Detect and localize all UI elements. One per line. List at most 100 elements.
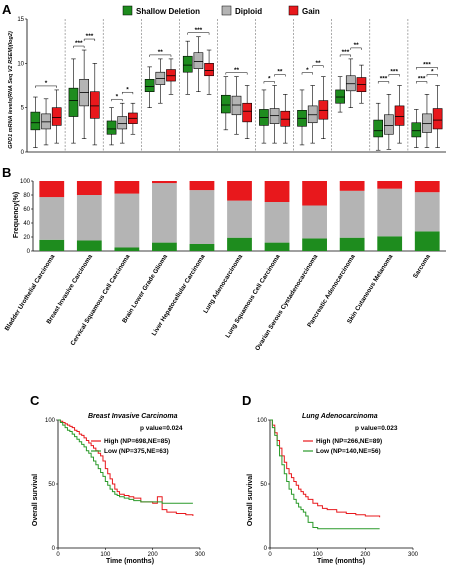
significance-label: ** (158, 49, 164, 56)
box-shallow-deletion (144, 66, 155, 108)
panel-b-y-tick-label: 20 (23, 235, 30, 241)
panel-a-boxes (30, 36, 443, 151)
box-body (204, 63, 214, 77)
legend: Shallow Deletion Diploid Gain (122, 5, 320, 16)
panel-a-y-tick-label: 5 (21, 106, 25, 112)
panel-c-y-tick-label: 50 (48, 482, 55, 488)
significance-bracket (426, 74, 438, 77)
box-body (373, 119, 384, 138)
box-diploid (384, 94, 394, 150)
significance-bracket (350, 47, 362, 50)
significance-label: ** (315, 60, 321, 67)
box-body (220, 94, 231, 114)
bar-segment-gain (39, 181, 65, 198)
panel-b-y-tick-label: 40 (23, 221, 30, 227)
bar-segment-shallow-deletion (377, 236, 403, 251)
panel-d-curve-low (270, 419, 380, 530)
significance-bracket (149, 54, 172, 57)
panel-c-curve-high (58, 419, 194, 516)
bar-segment-diploid (114, 193, 140, 248)
bar-segment-shallow-deletion (264, 242, 290, 251)
panel-b-letter: B (2, 165, 11, 180)
bar-segment-gain (227, 181, 252, 201)
box-gain (242, 85, 253, 139)
box-diploid (79, 49, 89, 139)
significance-bracket (274, 74, 286, 77)
significance-label: *** (390, 69, 398, 76)
bar-segment-diploid (264, 202, 290, 243)
box-body (182, 55, 193, 73)
box-gain (280, 94, 291, 144)
bar-segment-diploid (302, 205, 327, 239)
significance-label: *** (423, 62, 431, 69)
panel-d-xlabel: Time (months) (317, 558, 365, 565)
panel-d-ylabel: Overall survival (247, 474, 254, 526)
box-body (193, 52, 204, 69)
bar-segment-diploid (76, 195, 102, 241)
panel-d-curves (270, 419, 381, 530)
box-body (280, 110, 291, 127)
significance-bracket (83, 38, 96, 42)
significance-label: *** (342, 49, 350, 56)
box-diploid (269, 85, 280, 144)
box-body (117, 116, 128, 130)
panel-d-subtitle: Lung Adenocarcinoma (302, 413, 378, 420)
panel-c-curves (58, 419, 194, 516)
box-body (231, 95, 242, 116)
panel-c-x-tick-label: 0 (56, 552, 60, 558)
box-gain (89, 63, 100, 146)
bar-segment-diploid (227, 200, 252, 238)
box-shallow-deletion (411, 109, 422, 148)
box-body (345, 75, 356, 92)
panel-d-x-tick-label: 200 (360, 552, 371, 558)
bar-segment-gain (414, 181, 440, 193)
bar-segment-shallow-deletion (189, 244, 215, 251)
panel-c-xlabel: Time (months) (106, 558, 154, 565)
panel-c-axes: 0 50 100 0 100 200 300 (45, 418, 206, 558)
significance-label: ** (277, 69, 283, 76)
box-diploid (117, 102, 128, 144)
significance-bracket (388, 74, 400, 77)
box-shallow-deletion (259, 89, 269, 144)
significance-label: ** (354, 42, 360, 49)
box-body (422, 113, 432, 133)
panel-d-letter: D (242, 393, 251, 408)
significance-label: *** (418, 76, 426, 83)
bar-segment-gain (76, 181, 102, 195)
panel-c-ylabel: Overall survival (32, 474, 39, 526)
significance-bracket (73, 45, 85, 49)
panel-d-axes: 0 50 100 0 100 200 300 (257, 418, 419, 558)
legend-label-gain: Gain (302, 7, 320, 16)
bar-segment-gain (152, 181, 177, 184)
significance-bracket (263, 81, 275, 84)
box-body (242, 102, 253, 123)
box-body (144, 78, 155, 93)
panel-c-x-tick-label: 100 (100, 552, 111, 558)
panel-d-legend-low: Low (NP=140,NE=56) (316, 448, 381, 455)
box-body (335, 89, 345, 104)
significance-label: ** (234, 67, 240, 74)
bar-segment-diploid (377, 188, 403, 237)
panel-d-curve-high (270, 419, 381, 518)
significance-bracket (111, 98, 123, 102)
legend-swatch-shallow-deletion (122, 5, 133, 16)
significance-label: *** (380, 76, 388, 83)
box-body (384, 114, 394, 135)
box-diploid (422, 94, 432, 148)
panel-c-pvalue: p value=0.024 (140, 425, 183, 432)
panel-c-legend-low: Low (NP=375,NE=63) (104, 448, 169, 455)
box-body (307, 105, 318, 124)
legend-swatch-diploid (221, 5, 232, 16)
box-gain (318, 76, 329, 139)
box-shallow-deletion (297, 89, 307, 146)
box-body (394, 105, 405, 126)
panel-a-letter: A (2, 2, 12, 17)
significance-bracket (225, 72, 248, 75)
panel-b-y-tick-label: 100 (20, 179, 31, 185)
bar-segment-diploid (189, 190, 215, 244)
box-gain (432, 85, 443, 148)
panel-a-ylabel: GPD1 mRNA levels(RNA Seq V2 RSEM)(log2) (8, 31, 14, 149)
box-body (166, 69, 176, 82)
panel-b: B Frequency(%) 0 20 40 60 80 100 Bladder Urot… (2, 165, 446, 352)
